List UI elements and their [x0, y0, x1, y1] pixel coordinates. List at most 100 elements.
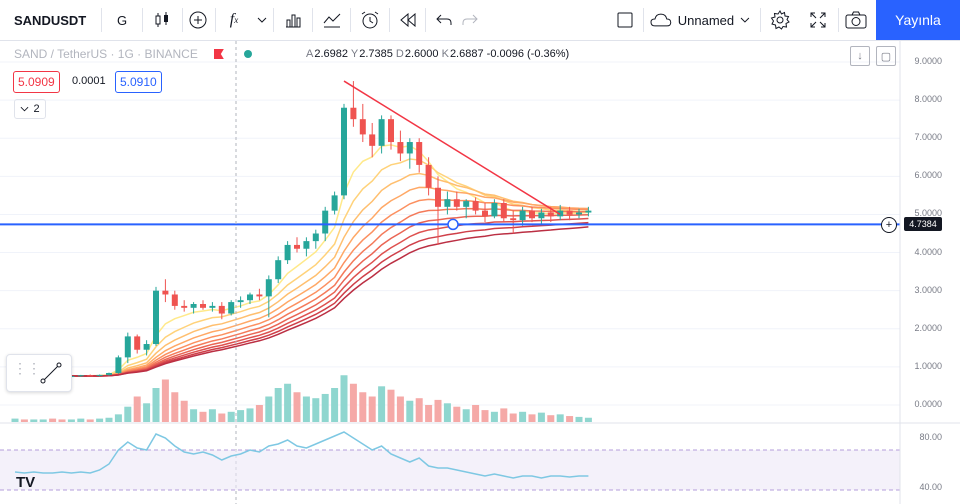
- moving-average-line: [14, 214, 589, 377]
- volume-bar: [133, 396, 141, 422]
- indicators-collapse-button[interactable]: 2: [14, 99, 46, 119]
- replay-icon[interactable]: [396, 0, 420, 40]
- chart-legend: SAND / TetherUS · 1G · BINANCE: [14, 47, 252, 61]
- volume-bar: [547, 415, 555, 422]
- sell-button[interactable]: 5.0909: [13, 71, 60, 93]
- volume-bar: [312, 398, 320, 422]
- spread-value: 0.0001: [72, 75, 106, 87]
- volume-bar: [208, 409, 216, 422]
- indicators-count: 2: [33, 103, 40, 115]
- financials-icon[interactable]: [281, 0, 305, 40]
- drag-handle-icon[interactable]: ⋮⋮: [13, 360, 41, 376]
- tradingview-logo[interactable]: TV: [16, 474, 36, 491]
- alarm-icon[interactable]: [358, 0, 382, 40]
- toolbar-divider: [182, 8, 183, 32]
- save-layout-button[interactable]: Unnamed: [650, 0, 750, 40]
- candle-body: [106, 372, 112, 375]
- volume-bar: [481, 410, 489, 422]
- interval-button[interactable]: G: [116, 12, 128, 28]
- volume-bar: [387, 389, 395, 422]
- candle-body: [350, 107, 357, 120]
- candle-body: [134, 336, 141, 350]
- candle-body: [557, 210, 564, 217]
- candle-body: [303, 241, 310, 249]
- candle-body: [209, 305, 216, 308]
- candle-body: [275, 260, 282, 280]
- toolbar-divider: [389, 8, 390, 32]
- candle-body: [388, 119, 394, 143]
- symbol-search[interactable]: SANDUSDT: [14, 12, 87, 28]
- volume-bar: [359, 392, 367, 422]
- fullscreen-icon[interactable]: [806, 0, 830, 40]
- candle-body: [425, 164, 432, 188]
- candle-body: [547, 212, 554, 217]
- volume-bar: [434, 399, 442, 422]
- maximize-pane-icon[interactable]: ▢: [876, 46, 896, 66]
- rsi-line: [14, 431, 589, 479]
- publish-button[interactable]: Yayınla: [876, 0, 960, 40]
- arrow-down-icon[interactable]: ↓: [850, 46, 870, 66]
- ohlc-values: A2.6982 Y2.7385 D2.6000 K2.6887 -0.0096 …: [306, 48, 569, 60]
- candle-body: [162, 290, 169, 295]
- settings-gear-icon[interactable]: [768, 0, 792, 40]
- candle-body: [397, 142, 404, 154]
- candle-body: [378, 119, 385, 146]
- price-axis-label: 1.0000: [914, 360, 942, 371]
- volume-bar: [284, 383, 292, 422]
- volume-bar: [49, 418, 57, 422]
- candle-body: [200, 304, 206, 308]
- buy-button[interactable]: 5.0910: [115, 71, 162, 93]
- volume-bar: [368, 396, 376, 422]
- market-status-icon: [243, 50, 252, 58]
- symbol-description[interactable]: SAND / TetherUS · 1G · BINANCE: [14, 47, 198, 61]
- volume-bar: [152, 388, 160, 422]
- volume-bar: [349, 383, 357, 422]
- open-value: 2.6982: [314, 48, 348, 60]
- volume-bar: [274, 388, 282, 422]
- volume-bar: [575, 416, 583, 422]
- volume-bar: [340, 375, 348, 422]
- flag-icon[interactable]: [213, 49, 224, 59]
- volume-bar: [293, 392, 301, 422]
- rsi-axis-label: 80.00: [919, 432, 942, 442]
- price-axis-label: 7.0000: [914, 132, 942, 143]
- volume-bar: [124, 406, 132, 422]
- candle-body: [472, 201, 479, 211]
- candle-body: [576, 212, 582, 215]
- candle-body: [96, 374, 103, 376]
- volume-bar: [462, 409, 470, 422]
- volume-bar: [114, 414, 122, 422]
- volume-bar: [237, 410, 245, 422]
- rsi-band: [0, 450, 900, 490]
- volume-bar: [490, 411, 498, 422]
- volume-bar: [378, 386, 386, 422]
- drawing-toolbar-widget[interactable]: ⋮⋮: [6, 354, 72, 392]
- volume-bar: [143, 403, 151, 422]
- layout-select-icon[interactable]: [613, 0, 637, 40]
- cloud-icon: [650, 13, 672, 27]
- trend-line-tool-icon[interactable]: [39, 361, 63, 385]
- add-alert-plus-icon[interactable]: +: [881, 217, 897, 234]
- chevron-down-icon[interactable]: [254, 0, 270, 40]
- candle-body: [369, 134, 376, 146]
- main-chart[interactable]: [0, 41, 960, 504]
- layout-name: Unnamed: [677, 12, 735, 28]
- camera-icon[interactable]: [843, 0, 869, 40]
- candle-body: [190, 304, 197, 308]
- volume-bars: [11, 375, 592, 422]
- price-axis-label: 8.0000: [914, 94, 942, 105]
- volume-bar: [302, 396, 310, 422]
- redo-icon[interactable]: [458, 0, 482, 40]
- horizontal-line-handle[interactable]: [447, 218, 459, 231]
- volume-bar: [415, 398, 423, 422]
- candle-body: [265, 279, 272, 297]
- price-axis-label: 3.0000: [914, 284, 942, 295]
- trend-line[interactable]: [343, 80, 561, 216]
- compare-add-icon[interactable]: [186, 0, 210, 40]
- undo-icon[interactable]: [432, 0, 456, 40]
- templates-icon[interactable]: [320, 0, 344, 40]
- volume-bar: [190, 409, 198, 422]
- candle-type-icon[interactable]: [150, 0, 174, 40]
